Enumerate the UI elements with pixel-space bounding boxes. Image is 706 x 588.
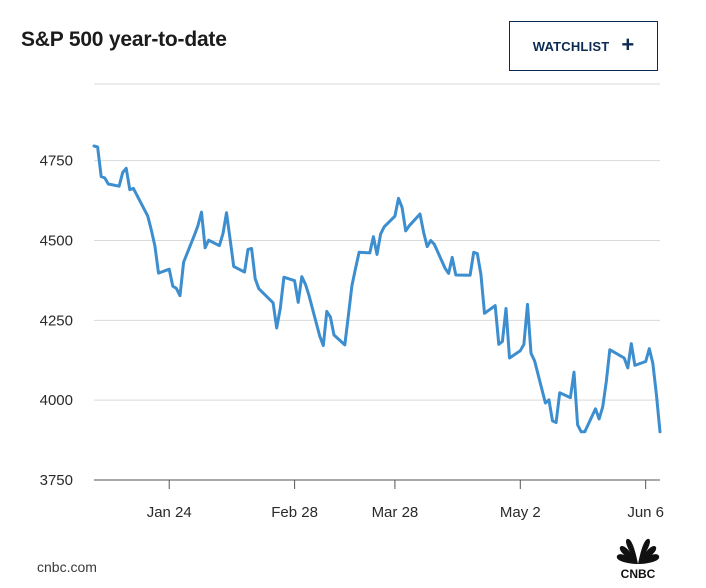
cnbc-logo: CNBC — [610, 534, 666, 585]
watchlist-button-label: WATCHLIST — [532, 38, 610, 54]
y-tick-label: 4500 — [40, 232, 73, 249]
series-line — [92, 144, 662, 434]
y-tick-label: 4750 — [40, 153, 73, 170]
x-tick-label: Mar 28 — [372, 504, 419, 521]
source-label: cnbc.com — [37, 559, 97, 575]
x-axis-ticks: Jan 24 Feb 28 Mar 28 May 2 Jun 6 — [147, 480, 664, 521]
cnbc-peacock-icon: CNBC — [616, 538, 660, 581]
y-tick-label: 4000 — [40, 392, 73, 409]
chart-title: S&P 500 year-to-date — [21, 28, 227, 51]
x-tick-label: Jan 24 — [147, 504, 192, 521]
cnbc-logo-text: CNBC — [621, 567, 656, 580]
x-tick-label: Feb 28 — [271, 504, 318, 521]
y-axis-ticks: 3750 4000 4250 4500 4750 — [40, 153, 73, 489]
x-tick-label: May 2 — [500, 504, 541, 521]
watchlist-button[interactable]: WATCHLIST + — [509, 21, 658, 71]
x-tick-label: Jun 6 — [627, 504, 664, 521]
y-tick-label: 3750 — [40, 472, 73, 489]
grid-lines — [94, 83, 660, 481]
plus-icon: + — [621, 32, 635, 57]
y-tick-label: 4250 — [40, 312, 73, 329]
